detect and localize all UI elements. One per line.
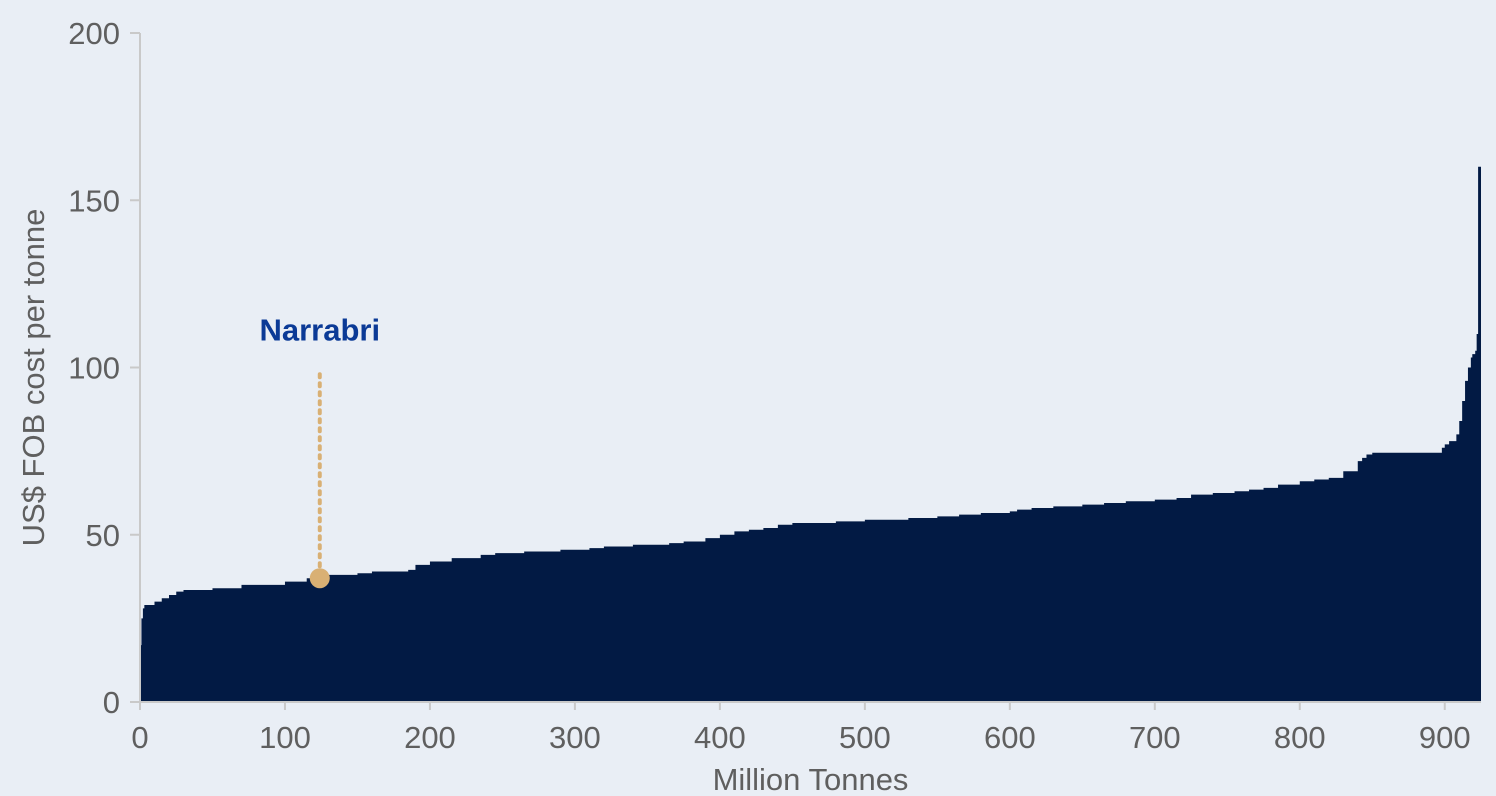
x-tick-label: 0	[131, 720, 148, 755]
x-tick-label: 600	[984, 720, 1036, 755]
y-tick-label: 50	[86, 518, 120, 553]
x-tick-label: 400	[694, 720, 746, 755]
x-tick-label: 700	[1129, 720, 1181, 755]
x-tick-label: 500	[839, 720, 891, 755]
y-axis-title: US$ FOB cost per tonne	[16, 209, 51, 547]
x-axis-title: Million Tonnes	[713, 762, 909, 796]
plot-area	[140, 166, 1481, 703]
tick-labels: 0 50 100 150 200 0 100 200 300 400 500 600 700 800 900	[68, 16, 1470, 755]
cost-curve-area	[140, 166, 1481, 703]
annotation-label: Narrabri	[259, 313, 380, 348]
y-tick-label: 0	[103, 685, 120, 720]
y-tick-label: 100	[68, 351, 120, 386]
y-tick-label: 150	[68, 183, 120, 218]
x-tick-label: 300	[549, 720, 601, 755]
annotation-marker	[309, 568, 330, 589]
x-tick-label: 200	[404, 720, 456, 755]
x-tick-label: 100	[259, 720, 311, 755]
x-tick-label: 900	[1419, 720, 1471, 755]
x-tick-label: 800	[1274, 720, 1326, 755]
annotation-layer: Narrabri	[259, 313, 380, 589]
y-tick-label: 200	[68, 16, 120, 51]
axes	[130, 32, 1481, 710]
